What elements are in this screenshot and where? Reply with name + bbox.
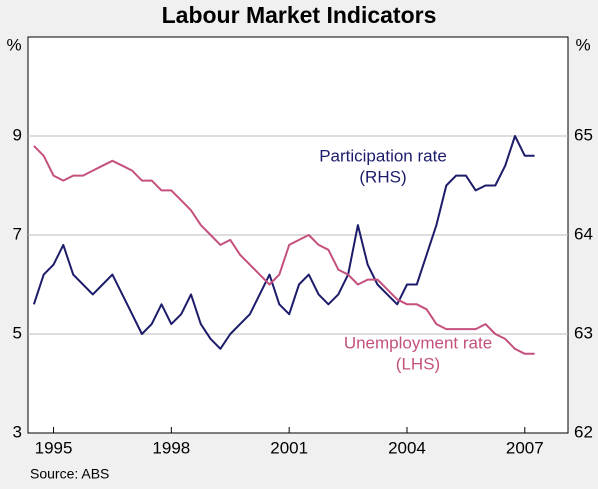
y2-tick-label: 65 [574, 125, 593, 144]
legend-label: Unemployment rate [344, 333, 492, 352]
x-tick-label: 1995 [35, 438, 73, 457]
series-line [32, 135, 535, 350]
legend-label: Participation rate [319, 146, 447, 165]
y-tick-label: 5 [13, 323, 22, 342]
y2-axis-label: % [575, 35, 590, 54]
y-tick-label: 7 [13, 224, 22, 243]
x-tick-label: 2007 [506, 438, 544, 457]
y2-tick-label: 62 [574, 422, 593, 441]
y-tick-label: 3 [13, 422, 22, 441]
x-tick-label: 1998 [152, 438, 190, 457]
y2-tick-label: 64 [574, 224, 593, 243]
chart-title: Labour Market Indicators [162, 2, 437, 28]
x-tick-label: 2001 [270, 438, 308, 457]
source: Source: ABS [30, 466, 109, 482]
series-line [33, 145, 535, 355]
legend-sublabel: (RHS) [359, 167, 406, 186]
y-tick-label: 9 [13, 125, 22, 144]
y-axis-label: % [6, 35, 21, 54]
y2-tick-label: 63 [574, 323, 593, 342]
legend-sublabel: (LHS) [396, 354, 440, 373]
x-tick-label: 2004 [388, 438, 426, 457]
